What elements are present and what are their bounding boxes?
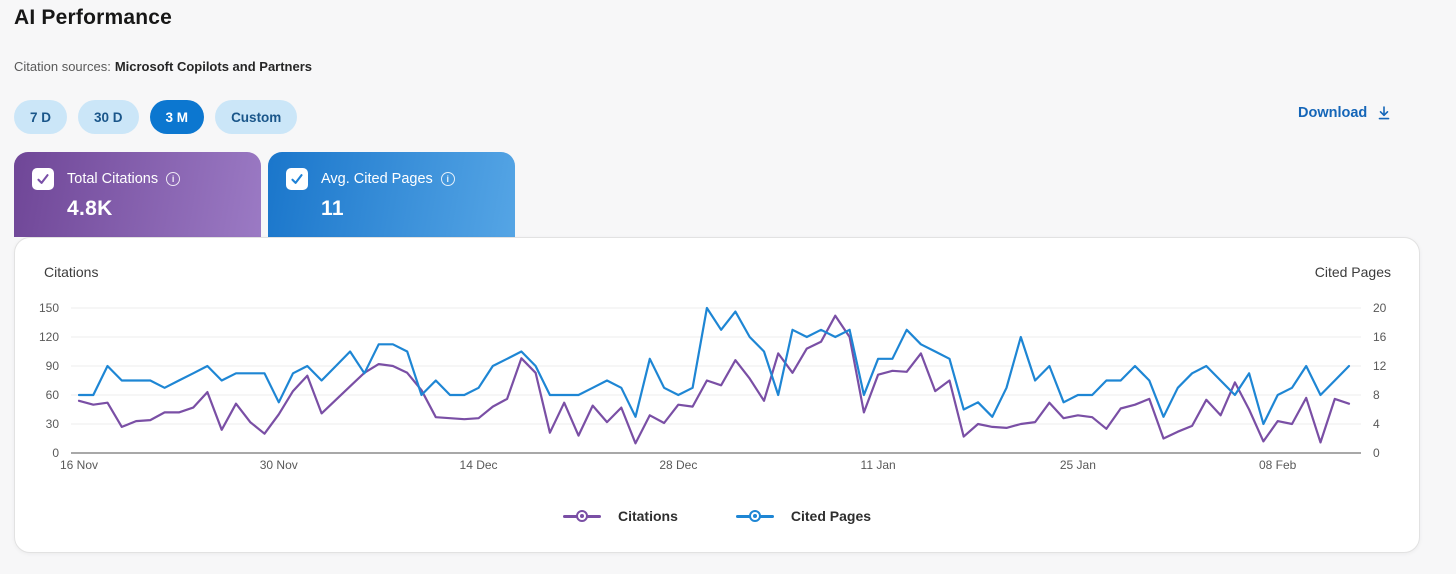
filter-custom-button[interactable]: Custom (215, 100, 298, 134)
avg-cited-pages-checkbox[interactable] (286, 168, 308, 190)
left-axis-tick: 0 (52, 446, 59, 460)
card-header: Total Citations (32, 168, 261, 190)
x-axis-tick: 16 Nov (60, 458, 98, 472)
citations-line-swatch (562, 510, 601, 522)
download-label: Download (1298, 105, 1368, 121)
x-axis-tick: 30 Nov (260, 458, 298, 472)
right-axis-tick: 20 (1373, 301, 1387, 315)
right-axis-tick: 4 (1373, 417, 1380, 431)
download-button[interactable]: Download (1298, 105, 1392, 121)
download-icon (1376, 105, 1392, 121)
left-axis-title: Citations (44, 264, 99, 280)
right-axis-tick: 8 (1373, 388, 1380, 402)
legend-item-cited-pages[interactable]: Cited Pages (735, 508, 872, 524)
legend-label: Citations (617, 508, 678, 524)
avg-cited-pages-value: 11 (321, 197, 344, 220)
card-label: Total Citations (67, 171, 181, 187)
legend-label: Cited Pages (790, 508, 872, 524)
series-line-cited-pages[interactable] (77, 306, 1351, 426)
cited-pages-line-swatch (735, 510, 774, 522)
legend-item-citations[interactable]: Citations (562, 508, 678, 524)
citation-sources-label: Citation sources: (14, 59, 111, 74)
left-axis-tick: 150 (39, 301, 59, 315)
legend-marker-icon (575, 510, 588, 522)
left-axis-tick: 30 (46, 417, 60, 431)
left-axis-tick: 60 (46, 388, 60, 402)
x-axis-tick: 14 Dec (460, 458, 498, 472)
right-axis-title: Cited Pages (1314, 264, 1391, 280)
page-title: AI Performance (14, 6, 173, 29)
x-axis-tick: 08 Feb (1259, 458, 1297, 472)
metric-card-total-citations[interactable]: Total Citations 4.8K (14, 152, 261, 237)
left-axis-tick: 120 (39, 330, 59, 344)
filter-3m-button[interactable]: 3 M (149, 100, 205, 134)
card-label-text: Avg. Cited Pages (321, 171, 433, 187)
citation-sources-value: Microsoft Copilots and Partners (114, 59, 313, 74)
total-citations-value: 4.8K (67, 197, 113, 220)
series-line-citations[interactable] (77, 314, 1351, 445)
x-axis-tick: 28 Dec (659, 458, 697, 472)
right-axis-tick: 12 (1373, 359, 1387, 373)
left-axis-tick: 90 (46, 359, 60, 373)
right-axis-tick: 16 (1373, 330, 1387, 344)
legend-marker-icon (748, 510, 761, 522)
total-citations-checkbox[interactable] (32, 168, 54, 190)
info-icon[interactable] (166, 172, 181, 186)
filter-7d-button[interactable]: 7 D (14, 100, 68, 134)
card-header: Avg. Cited Pages (286, 168, 515, 190)
card-label: Avg. Cited Pages (321, 171, 455, 187)
right-axis-tick: 0 (1373, 446, 1380, 460)
x-axis-tick: 25 Jan (1060, 458, 1096, 472)
citation-sources: Citation sources: Microsoft Copilots and … (14, 59, 312, 74)
time-range-filters: 7 D 30 D 3 M Custom (14, 100, 298, 134)
card-label-text: Total Citations (67, 171, 159, 187)
chart-panel: Citations Cited Pages 150 20 120 16 90 12 60 8 3… (14, 237, 1420, 553)
x-axis-tick: 11 Jan (861, 458, 896, 472)
chart-legend: Citations Cited Pages (15, 508, 1419, 524)
metric-card-avg-cited-pages[interactable]: Avg. Cited Pages 11 (268, 152, 515, 237)
info-icon[interactable] (440, 172, 455, 186)
filter-30d-button[interactable]: 30 D (78, 100, 139, 134)
